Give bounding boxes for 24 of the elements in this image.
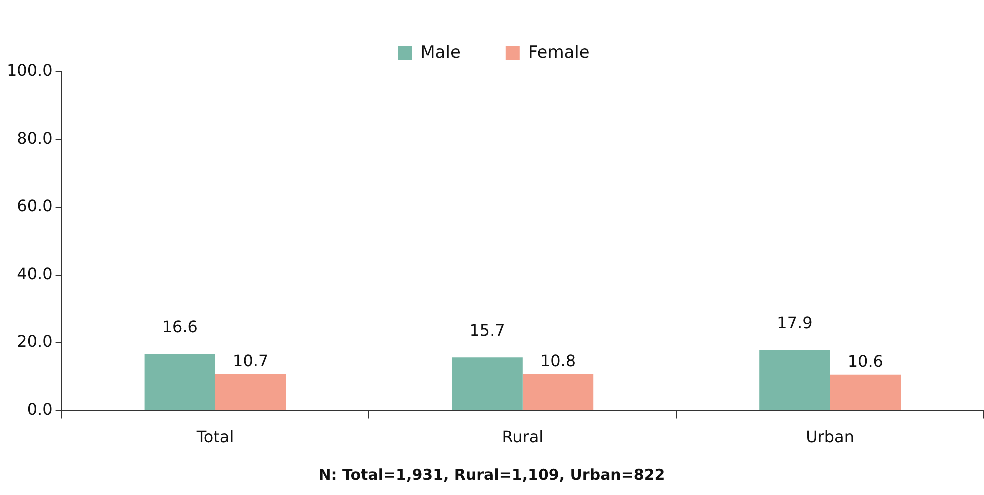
x-tick-label: Total: [196, 428, 234, 447]
x-tick-label: Urban: [806, 428, 854, 447]
y-tick-label: 100.0: [6, 61, 53, 80]
bar: [760, 350, 830, 410]
y-tick-label: 0.0: [27, 400, 53, 419]
bar: [216, 374, 286, 410]
bar: [144, 354, 216, 410]
data-label: 10.8: [540, 351, 576, 370]
x-tick-label: Rural: [502, 428, 544, 447]
legend-label: Male: [420, 42, 461, 63]
data-label: 16.6: [162, 318, 198, 337]
data-label: 15.7: [470, 320, 506, 340]
bar: [830, 374, 902, 410]
legend-label: Female: [528, 42, 590, 63]
y-tick-label: 60.0: [17, 196, 53, 216]
y-tick-label: 20.0: [17, 332, 53, 352]
bar: [522, 374, 594, 410]
bar: [452, 358, 523, 410]
data-label: 10.6: [848, 352, 884, 372]
y-tick-label: 80.0: [17, 128, 53, 148]
y-tick-label: 40.0: [17, 264, 53, 284]
text: N: Total=1,931, Rural=1,109, Urban=822: [318, 466, 666, 484]
data-label: 10.7: [233, 352, 269, 371]
data-label: 17.9: [777, 313, 813, 332]
